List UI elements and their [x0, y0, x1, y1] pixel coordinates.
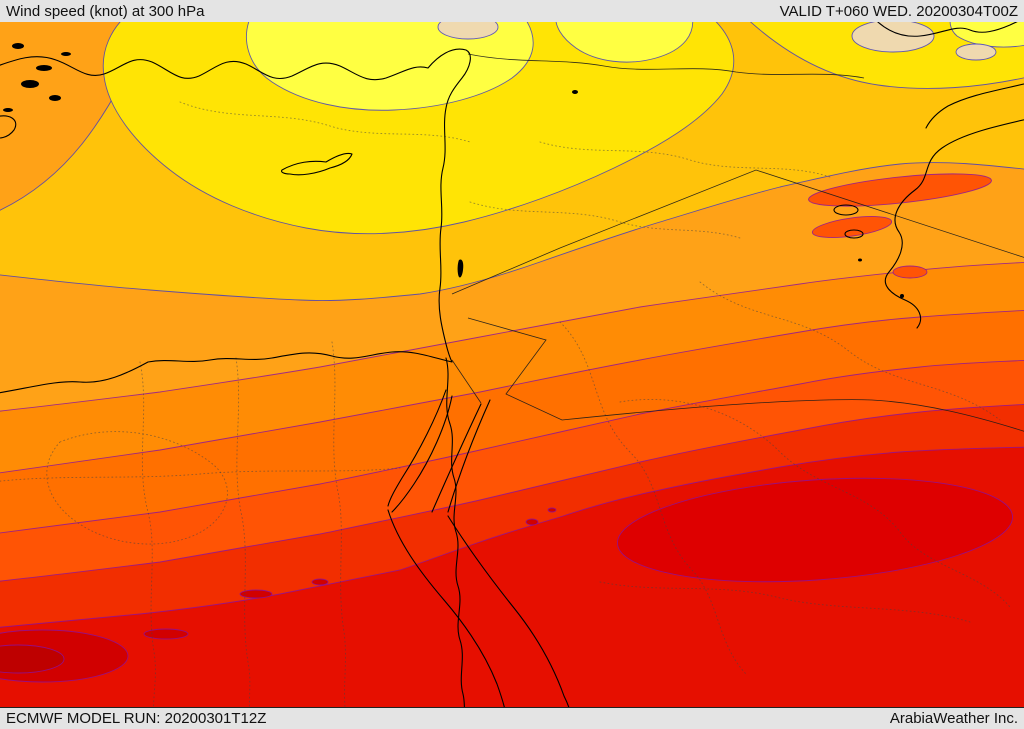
band-dark-red-lens-c — [311, 578, 329, 586]
coastlines — [0, 22, 1024, 707]
lake-outline-a — [833, 204, 859, 216]
river-nile — [445, 357, 465, 707]
band-orange-red-streak-b — [811, 216, 893, 238]
coast-caspian — [877, 22, 1018, 37]
coast-gulf-of-suez-east — [391, 395, 453, 513]
lake-dead-sea — [457, 259, 464, 278]
coast-gulf-of-aqaba-east — [447, 399, 491, 513]
coast-aegean-inlet — [0, 115, 17, 139]
coast-persian-gulf — [884, 119, 1024, 329]
band-cream-b — [851, 22, 935, 53]
coast-red-sea-west — [387, 509, 505, 707]
band-dark-red-dot-b — [547, 507, 557, 513]
border-turkey-south — [467, 53, 865, 79]
border-egypt-israel — [451, 359, 482, 404]
band-yellow-anatolia — [102, 22, 735, 235]
band-orange-red-streak-c — [892, 265, 928, 279]
band-bright-yellow-a — [246, 22, 534, 111]
model-run-label: ECMWF MODEL RUN: 20200301T12Z — [6, 710, 267, 727]
coast-anatolia-levant-egypt — [0, 48, 471, 394]
coast-red-sea-east — [447, 515, 570, 707]
band-yellow-northeast — [750, 22, 1024, 89]
border-jordan-saudi — [467, 317, 1024, 432]
map-title: Wind speed (knot) at 300 hPa — [6, 2, 205, 20]
band-cream-c — [955, 43, 997, 61]
band-red-core — [617, 477, 1013, 583]
header-bar: Wind speed (knot) at 300 hPa VALID T+060… — [0, 0, 1024, 22]
coast-cyprus — [280, 152, 353, 176]
band-bright-yellow-c — [949, 22, 1024, 48]
weather-map — [0, 22, 1024, 707]
islands — [3, 43, 904, 298]
country-borders — [451, 53, 1024, 432]
coast-gulf-of-aqaba-west — [431, 403, 482, 513]
map-area — [0, 22, 1024, 707]
lake-outline-b — [844, 229, 864, 239]
band-bright-yellow-b — [555, 22, 694, 63]
coast-gulf-of-suez-west — [387, 389, 447, 507]
band-dark-red-lens-b — [239, 589, 273, 599]
band-cream-a — [437, 22, 499, 40]
footer-bar: ECMWF MODEL RUN: 20200301T12Z ArabiaWeat… — [0, 707, 1024, 729]
coast-iran-shore — [925, 83, 1024, 129]
band-dark-red-lens-a — [143, 628, 189, 640]
border-iraq-diagonals — [451, 169, 1024, 295]
valid-time-label: VALID T+060 WED. 20200304T00Z — [779, 2, 1018, 20]
band-dark-red-dot-a — [525, 518, 539, 526]
wind-bands-warm — [0, 173, 1024, 707]
band-darkest-red-west — [0, 644, 65, 674]
brand-label: ArabiaWeather Inc. — [889, 710, 1018, 727]
